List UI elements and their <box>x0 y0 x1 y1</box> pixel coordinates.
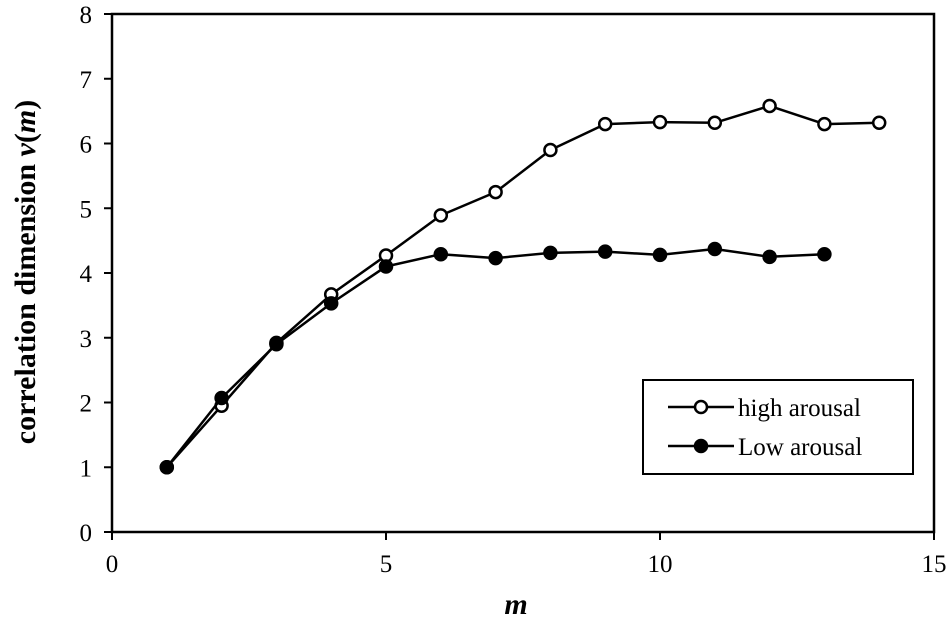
legend: high arousal Low arousal <box>642 379 914 475</box>
y-tick-label: 1 <box>80 455 93 482</box>
series-low-arousal <box>159 241 832 475</box>
data-point-low-arousal <box>817 246 832 262</box>
y-tick-label: 3 <box>80 326 93 353</box>
y-tick-label: 0 <box>80 520 93 547</box>
legend-marker-high-arousal <box>693 399 709 415</box>
data-point-low-arousal <box>214 390 229 406</box>
legend-box <box>642 379 914 475</box>
y-axis-title-prefix: correlation dimension <box>9 156 42 444</box>
data-point-low-arousal <box>323 296 339 311</box>
data-point-high-arousal <box>707 115 723 131</box>
y-tick-label: 7 <box>80 67 93 94</box>
y-axis-ticks: 0 1 2 3 4 5 6 7 8 <box>80 2 112 547</box>
data-point-low-arousal <box>543 245 558 261</box>
y-axis-title: correlation dimension v(m) <box>9 100 42 444</box>
y-axis-title-close-paren: ) <box>9 100 42 110</box>
data-point-high-arousal <box>871 115 887 131</box>
y-tick-label: 6 <box>80 132 93 159</box>
data-point-low-arousal <box>597 244 613 259</box>
data-point-high-arousal <box>543 142 558 158</box>
y-axis-title-open-paren: ( <box>9 133 42 143</box>
data-point-high-arousal <box>488 184 503 200</box>
data-point-high-arousal <box>433 208 449 223</box>
data-point-low-arousal <box>707 241 723 257</box>
x-tick-label: 5 <box>380 551 393 578</box>
y-axis-title-function: v <box>9 142 42 156</box>
data-point-high-arousal <box>762 98 777 114</box>
data-point-low-arousal <box>652 247 668 263</box>
x-tick-label: 15 <box>922 551 947 578</box>
y-tick-label: 5 <box>80 196 93 223</box>
data-point-high-arousal <box>597 116 613 132</box>
data-point-low-arousal <box>269 336 284 352</box>
data-point-low-arousal <box>378 259 394 274</box>
y-axis-title-variable: m <box>9 110 42 133</box>
x-axis-title: m <box>504 588 527 618</box>
data-point-low-arousal <box>433 246 449 262</box>
x-tick-label: 10 <box>648 551 673 578</box>
series-layer <box>159 98 887 475</box>
x-tick-label: 0 <box>106 551 119 578</box>
data-point-high-arousal <box>652 114 668 130</box>
y-tick-label: 4 <box>80 261 93 288</box>
y-tick-label: 8 <box>80 2 93 29</box>
data-point-low-arousal <box>762 249 777 265</box>
y-tick-label: 2 <box>80 391 93 418</box>
x-axis-ticks: 0 5 10 15 <box>106 532 947 578</box>
data-point-low-arousal <box>488 250 503 266</box>
legend-label-low-arousal: Low arousal <box>738 434 862 461</box>
legend-marker-low-arousal <box>693 438 709 454</box>
legend-label-high-arousal: high arousal <box>738 395 861 422</box>
series-line-high-arousal <box>165 104 880 469</box>
data-point-low-arousal <box>159 460 175 475</box>
data-point-high-arousal <box>817 116 832 132</box>
